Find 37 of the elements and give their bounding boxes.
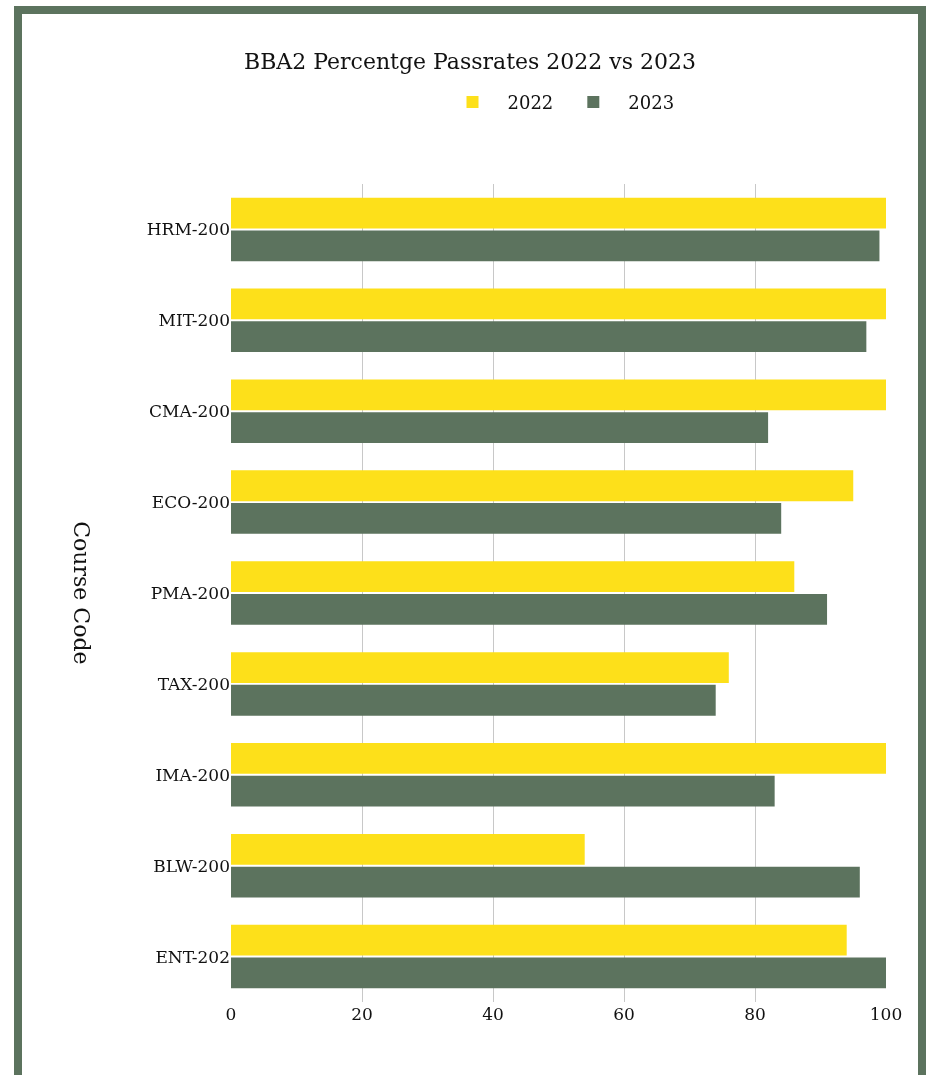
bar [231, 957, 886, 989]
bar [231, 230, 880, 262]
y-axis-title: Course Code [68, 521, 94, 665]
bar [231, 743, 886, 774]
y-tick-label: ENT-202 [155, 946, 230, 967]
y-tick-label: BLW-200 [153, 855, 230, 876]
bar [231, 652, 729, 683]
bar [231, 684, 716, 716]
bar [231, 561, 795, 593]
bar [231, 833, 585, 865]
bar [231, 924, 847, 956]
bar [231, 412, 769, 443]
bar [231, 775, 775, 807]
bar [231, 593, 828, 625]
y-tick-label: MIT-200 [158, 310, 230, 331]
legend-label: 2022 [507, 91, 554, 113]
y-tick-label: PMA-200 [150, 582, 230, 603]
bar [231, 866, 860, 898]
y-tick-label: HRM-200 [146, 219, 230, 240]
x-tick-label: 80 [744, 1004, 766, 1024]
bar [231, 321, 867, 353]
x-tick-label: 100 [869, 1004, 903, 1024]
legend-label: 2023 [628, 91, 675, 113]
x-tick-label: 40 [482, 1004, 504, 1024]
y-tick-label: CMA-200 [149, 401, 230, 422]
bar [231, 379, 886, 411]
bar [231, 503, 782, 534]
y-tick-label: TAX-200 [157, 673, 230, 694]
x-tick-label: 20 [351, 1004, 373, 1024]
y-tick-label: IMA-200 [155, 764, 230, 785]
bar [231, 288, 886, 320]
bar [231, 470, 854, 502]
chart-title: BBA2 Percentge Passrates 2022 vs 2023 [244, 49, 696, 75]
x-tick-label: 0 [225, 1004, 237, 1024]
x-tick-label: 60 [613, 1004, 635, 1024]
y-tick-label: ECO-200 [151, 492, 230, 513]
bar [231, 197, 886, 229]
